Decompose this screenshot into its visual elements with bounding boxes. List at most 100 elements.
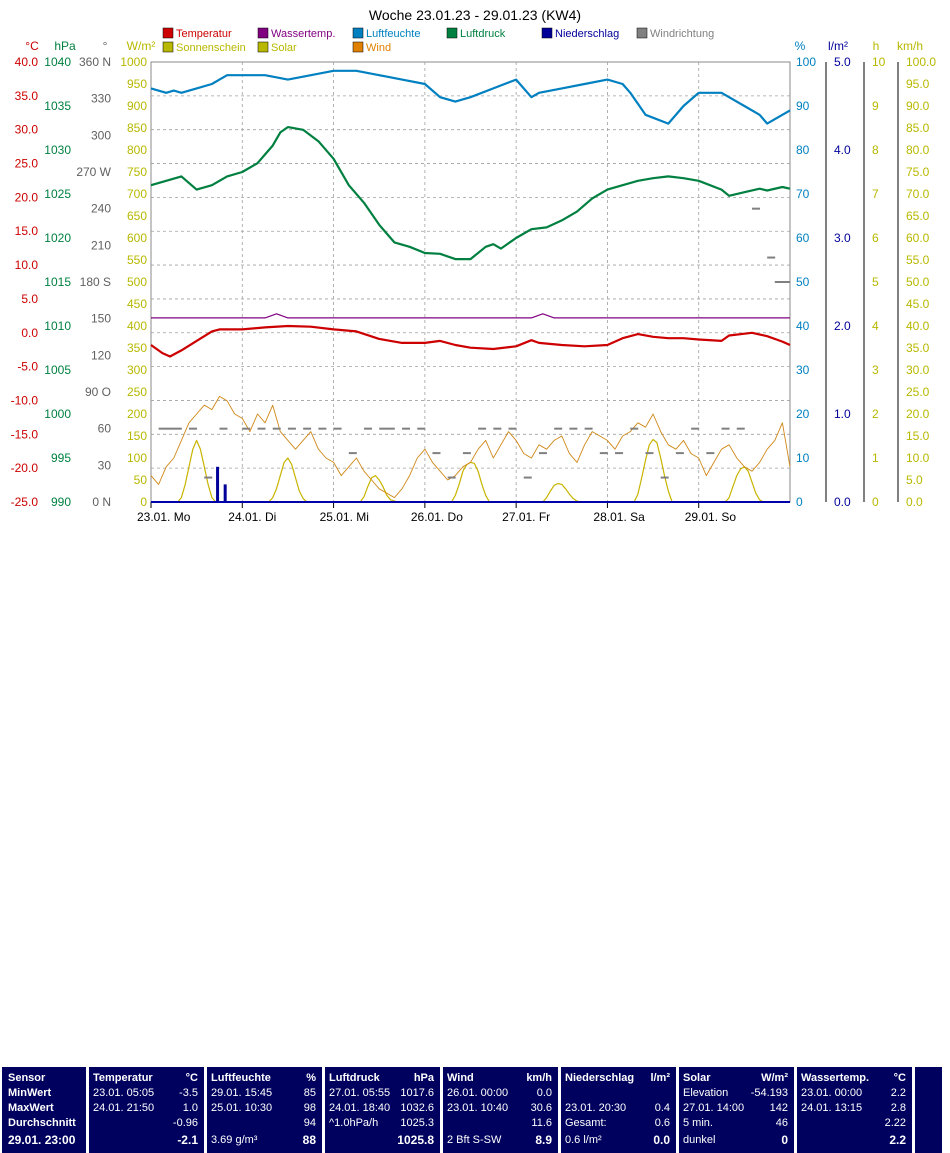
- x-label-2: 25.01. Mi: [320, 510, 369, 524]
- axis-wind-tick-15: 25.0: [906, 385, 930, 399]
- axis-solar-tick-5: 750: [127, 165, 147, 179]
- axis-wind-tick-12: 40.0: [906, 319, 930, 333]
- axis-temp-tick-3: 25.0: [15, 157, 39, 171]
- wind-max-value: 30.6: [530, 1102, 552, 1114]
- temperature-min-value: -3.5: [179, 1087, 198, 1099]
- axis-wind-tick-18: 10.0: [906, 451, 930, 465]
- temperature-header: Temperatur: [93, 1072, 153, 1084]
- humidity-avg-value: 94: [303, 1117, 316, 1129]
- axis-winddir-tick-0: 360 N: [79, 55, 111, 69]
- axis-winddir-tick-8: 120: [91, 348, 111, 362]
- axis-solar-tick-8: 600: [127, 231, 147, 245]
- winddir-point-24: [508, 427, 517, 430]
- stats-col-wind: Wind km/h 26.01. 00:00 0.0 23.01. 10:40 30.…: [443, 1067, 558, 1153]
- axis-sunshine-tick-7: 3: [872, 363, 879, 377]
- rain-max-value: 0.4: [654, 1102, 670, 1114]
- axis-wind-tick-16: 20.0: [906, 407, 930, 421]
- humidity-max-value: 98: [303, 1102, 316, 1114]
- axis-pressure-tick-10: 990: [51, 495, 71, 509]
- legend-swatch-2: [352, 27, 364, 39]
- legend-label-4: Niederschlag: [555, 28, 619, 40]
- winddir-point-6: [242, 427, 251, 430]
- axis-solar-tick-13: 350: [127, 341, 147, 355]
- legend-swatch-3: [446, 27, 458, 39]
- winddir-point-20: [447, 476, 456, 479]
- axis-winddir-tick-3: 270 W: [76, 165, 111, 179]
- pressure-min-time: 27.01. 05:55: [329, 1087, 391, 1099]
- axis-temp-tick-11: -15.0: [11, 427, 39, 441]
- humidity-absolute: 3.69 g/m³: [211, 1134, 258, 1146]
- sensor-row-avg: Durchschnitt: [8, 1117, 76, 1129]
- winddir-point-38: [721, 427, 730, 430]
- stats-col-water: Wassertemp. °C 23.01. 00:00 2.2 24.01. 13:…: [797, 1067, 912, 1153]
- rain-unit: l/m²: [650, 1072, 670, 1084]
- temperature-unit: °C: [185, 1072, 198, 1084]
- axis-solar-tick-12: 400: [127, 319, 147, 333]
- solar-elevation-label: Elevation: [683, 1087, 729, 1099]
- stats-col-sensor: Sensor MinWert MaxWert Durchschnitt 29.0…: [2, 1067, 86, 1153]
- axis-solar-tick-1: 950: [127, 77, 147, 91]
- rain-bar-0: [216, 466, 220, 502]
- water-current: 2.2: [889, 1133, 906, 1147]
- axis-humidity-tick-4: 60: [796, 231, 810, 245]
- axis-wind-tick-8: 60.0: [906, 231, 930, 245]
- winddir-point-40: [751, 207, 760, 210]
- pressure-unit: hPa: [413, 1072, 434, 1084]
- axis-humidity-tick-8: 20: [796, 407, 810, 421]
- legend-swatch-6: [162, 41, 174, 53]
- axis-sunshine-tick-9: 1: [872, 451, 879, 465]
- axis-sunshine-tick-8: 2: [872, 407, 879, 421]
- axis-winddir-tick-2: 300: [91, 128, 111, 142]
- axis-wind-tick-14: 30.0: [906, 363, 930, 377]
- axis-solar-tick-9: 550: [127, 253, 147, 267]
- axis-humidity-tick-5: 50: [796, 275, 810, 289]
- legend-swatch-0: [162, 27, 174, 39]
- axis-solar-tick-6: 700: [127, 187, 147, 201]
- axis-wind-tick-13: 35.0: [906, 341, 930, 355]
- axis-temp-tick-8: 0.0: [21, 326, 38, 340]
- solar-state: dunkel: [683, 1134, 716, 1146]
- axis-sunshine-unit: h: [873, 39, 880, 53]
- rain-max-time: 23.01. 20:30: [565, 1102, 627, 1114]
- axis-wind-tick-10: 50.0: [906, 275, 930, 289]
- winddir-point-19: [432, 452, 441, 455]
- axis-sunshine-tick-1: 9: [872, 99, 879, 113]
- winddir-point-0: [158, 427, 167, 430]
- winddir-point-30: [599, 452, 608, 455]
- pressure-max-value: 1032.6: [400, 1102, 434, 1114]
- winddir-point-13: [348, 452, 357, 455]
- rain-today: 0.6 l/m²: [565, 1134, 602, 1146]
- axis-pressure-tick-3: 1025: [44, 187, 71, 201]
- axis-solar-tick-2: 900: [127, 99, 147, 113]
- solar-interval-value: 46: [775, 1117, 788, 1129]
- axis-sunshine-tick-3: 7: [872, 187, 879, 201]
- axis-wind-tick-2: 90.0: [906, 99, 930, 113]
- axis-wind-tick-1: 95.0: [906, 77, 930, 91]
- axis-temp-tick-7: 5.0: [21, 292, 38, 306]
- stats-col-pressure: Luftdruck hPa 27.01. 05:55 1017.6 24.01. 1…: [325, 1067, 440, 1153]
- sensor-header: Sensor: [8, 1072, 46, 1084]
- axis-wind-tick-17: 15.0: [906, 429, 930, 443]
- axis-wind-tick-20: 0.0: [906, 495, 923, 509]
- axis-temp-tick-6: 10.0: [15, 258, 39, 272]
- stats-col-rain: Niederschlag l/m² 23.01. 20:30 0.4 Gesamt:…: [561, 1067, 676, 1153]
- water-avg-value: 2.22: [884, 1117, 906, 1129]
- axis-rain-tick-1: 4.0: [834, 143, 851, 157]
- stats-panel: Sensor MinWert MaxWert Durchschnitt 29.0…: [0, 530, 950, 1153]
- axis-temp-tick-12: -20.0: [11, 461, 39, 475]
- winddir-point-9: [287, 427, 296, 430]
- winddir-point-27: [554, 427, 563, 430]
- axis-pressure-tick-9: 995: [51, 451, 71, 465]
- axis-winddir-tick-10: 60: [98, 422, 112, 436]
- winddir-point-23: [493, 427, 502, 430]
- winddir-point-33: [645, 452, 654, 455]
- sensor-row-min: MinWert: [8, 1087, 52, 1099]
- wind-beaufort: 2 Bft S-SW: [447, 1134, 502, 1146]
- legend-label-1: Wassertemp.: [271, 28, 335, 40]
- humidity-unit: %: [306, 1072, 316, 1084]
- winddir-point-26: [538, 452, 547, 455]
- winddir-point-21: [462, 452, 471, 455]
- pressure-min-value: 1017.6: [400, 1087, 434, 1099]
- axis-pressure-tick-8: 1000: [44, 407, 71, 421]
- axis-solar-unit: W/m²: [127, 39, 156, 53]
